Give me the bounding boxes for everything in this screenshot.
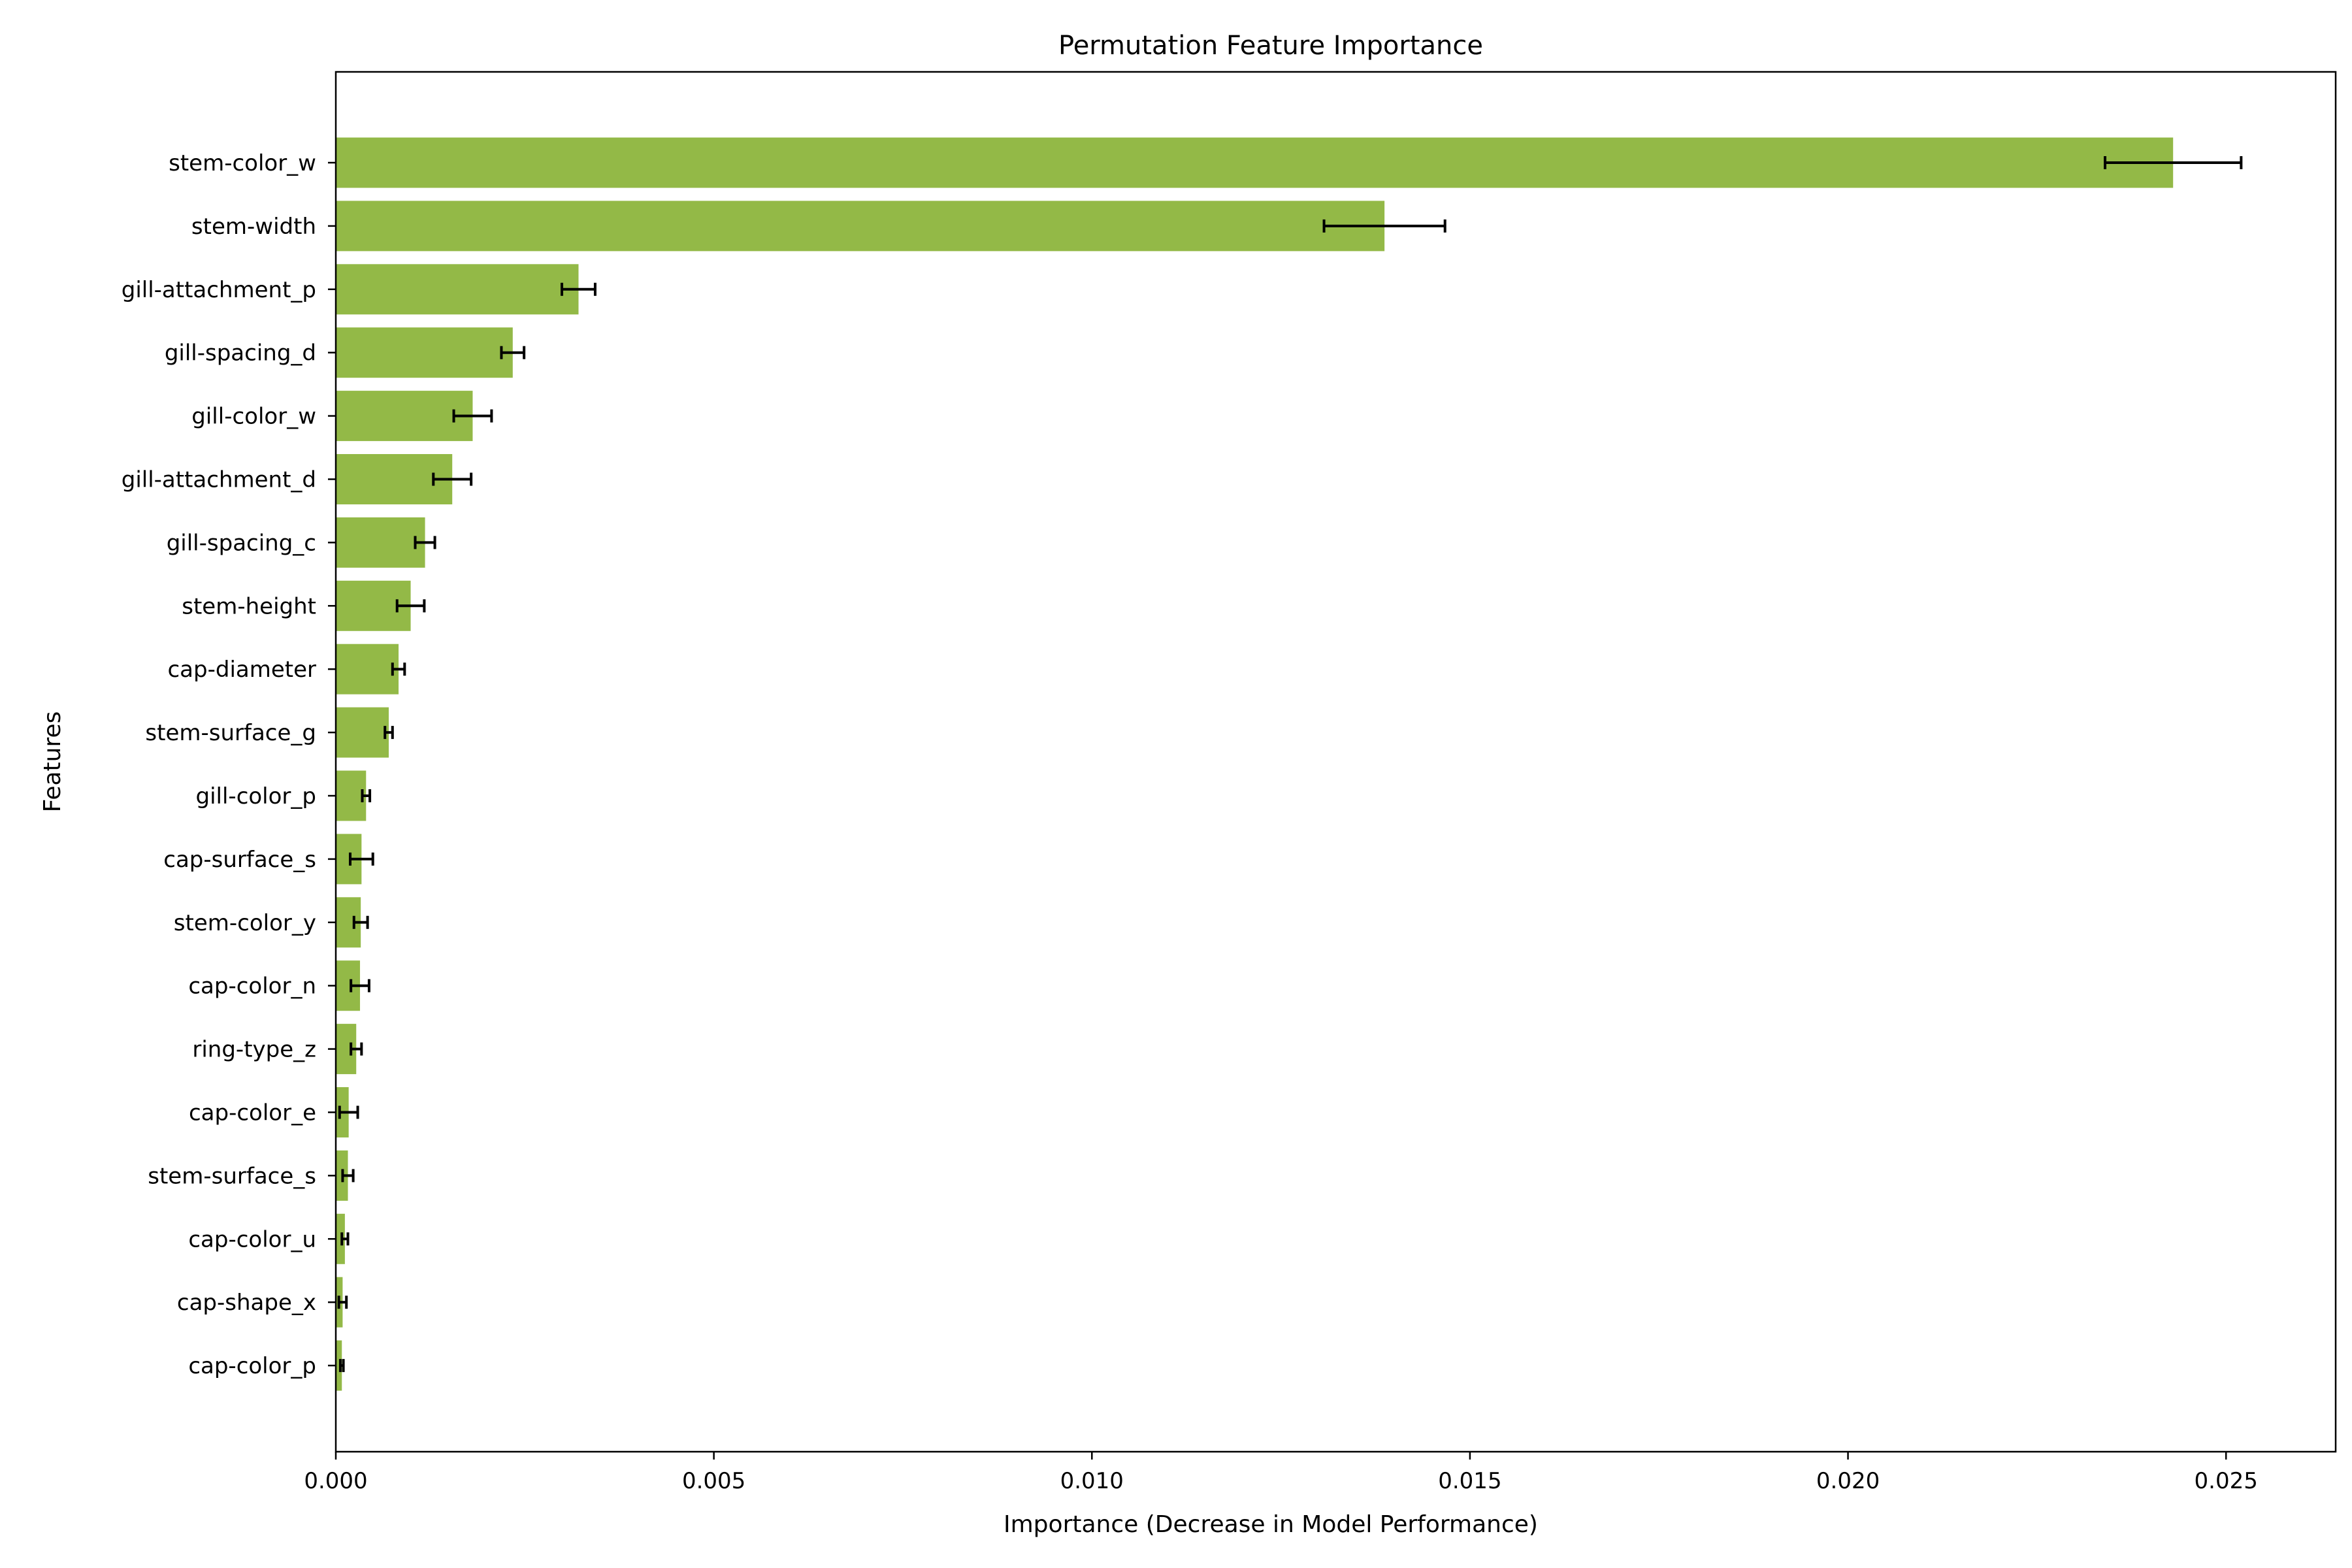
y-tick-label: stem-color_y: [174, 910, 316, 936]
x-tick-label: 0.020: [1816, 1468, 1880, 1494]
x-tick-label: 0.000: [304, 1468, 367, 1494]
plot-frame: [335, 71, 2337, 1453]
bar-gill-spacing_d: [336, 327, 513, 378]
y-tick-label: gill-color_w: [191, 404, 316, 430]
y-tick-label: stem-color_w: [169, 150, 316, 176]
y-tick-label: cap-color_n: [188, 973, 316, 1000]
x-tick-label: 0.015: [1438, 1468, 1501, 1494]
bar-cap-color_p: [336, 1340, 342, 1391]
y-tick-label: gill-attachment_d: [122, 467, 316, 493]
y-tick-label: cap-color_p: [188, 1353, 316, 1379]
x-axis-label: Importance (Decrease in Model Performanc…: [1004, 1511, 1538, 1538]
y-tick-label: cap-shape_x: [177, 1290, 316, 1316]
y-tick-label: gill-spacing_c: [167, 530, 316, 556]
y-tick-label: cap-diameter: [167, 657, 316, 683]
bar-stem-color_w: [336, 137, 2174, 188]
y-tick-label: stem-width: [191, 214, 316, 240]
x-tick-group: 0.000 0.005 0.010 0.015 0.020 0.025: [304, 1452, 2258, 1494]
x-tick-label: 0.005: [682, 1468, 745, 1494]
bar-gill-spacing_c: [336, 517, 425, 568]
y-tick-label: gill-attachment_p: [122, 277, 316, 303]
y-tick-label: stem-surface_s: [148, 1163, 316, 1189]
bar-gill-attachment_p: [336, 264, 579, 315]
errorbars-group: [337, 156, 2243, 1373]
bar-cap-color_u: [336, 1213, 345, 1264]
bars-group: [336, 137, 2174, 1391]
y-tick-label: cap-color_e: [189, 1100, 316, 1126]
x-tick-label: 0.025: [2195, 1468, 2258, 1494]
bar-gill-color_w: [336, 391, 473, 442]
y-tick-group: stem-color_w stem-width gill-attachment_pg…: [122, 150, 336, 1379]
bar-stem-surface_g: [336, 707, 389, 758]
y-tick-label: ring-type_z: [192, 1037, 316, 1063]
bar-stem-width: [336, 201, 1385, 252]
bar-cap-diameter: [336, 644, 399, 694]
y-tick-label: cap-surface_s: [163, 847, 316, 873]
y-tick-label: gill-spacing_d: [165, 340, 316, 367]
y-tick-label: stem-height: [182, 593, 316, 619]
y-tick-label: cap-color_u: [188, 1226, 316, 1252]
y-tick-label: gill-color_p: [196, 783, 317, 809]
x-tick-label: 0.010: [1060, 1468, 1124, 1494]
chart-title: Permutation Feature Importance: [1058, 31, 1483, 61]
y-tick-label: stem-surface_g: [145, 720, 316, 746]
y-axis-label: Features: [39, 711, 66, 813]
